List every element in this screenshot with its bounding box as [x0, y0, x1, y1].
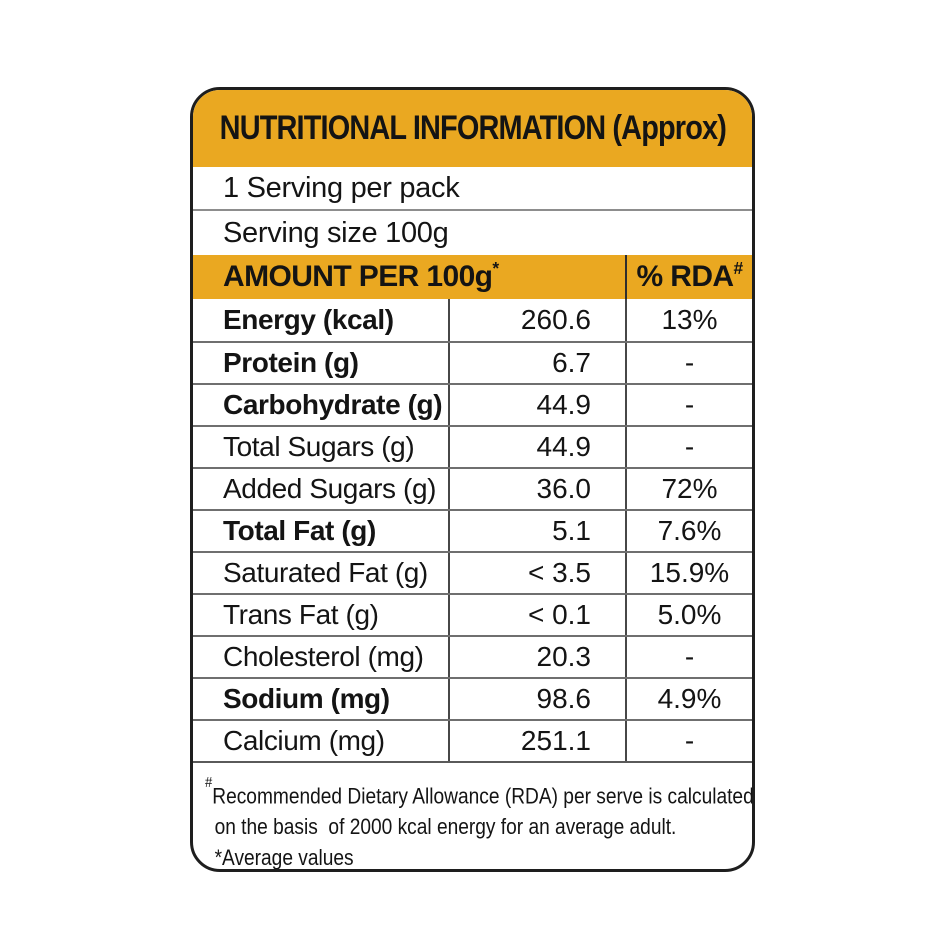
row-label: Carbohydrate (g) [223, 389, 443, 420]
row-rda: 15.9% [625, 553, 752, 593]
row-label: Protein (g) [223, 347, 359, 378]
row-rda: - [625, 427, 752, 467]
table-row-total-fat: Total Fat (g) 5.1 7.6% [193, 509, 752, 551]
serving-size-row: Serving size 100g [193, 211, 752, 255]
title-band: NUTRITIONAL INFORMATION (Approx) [193, 90, 752, 167]
row-amount: 98.6 [448, 679, 625, 719]
row-amount: 260.6 [448, 299, 625, 341]
footnote-line-2: on the basis of 2000 kcal energy for an … [205, 811, 677, 842]
row-label: Trans Fat (g) [223, 599, 379, 630]
footnote-line-1-text: Recommended Dietary Allowance (RDA) per … [212, 783, 754, 809]
row-amount: < 3.5 [448, 553, 625, 593]
row-label: Total Fat (g) [223, 515, 376, 546]
footnote-line-2-text: on the basis of 2000 kcal energy for an … [214, 814, 677, 840]
table-row-added-sugars: Added Sugars (g) 36.0 72% [193, 467, 752, 509]
row-rda: - [625, 343, 752, 383]
row-rda: 13% [625, 299, 752, 341]
row-label: Total Sugars (g) [223, 431, 415, 462]
row-amount: 44.9 [448, 427, 625, 467]
label-title: NUTRITIONAL INFORMATION (Approx) [219, 109, 726, 147]
row-label: Cholesterol (mg) [223, 641, 424, 672]
row-label: Sodium (mg) [223, 683, 390, 714]
servings-per-pack-row: 1 Serving per pack [193, 167, 752, 211]
rda-header-text: % RDA [636, 260, 734, 293]
row-amount: < 0.1 [448, 595, 625, 635]
table-row-energy: Energy (kcal) 260.6 13% [193, 299, 752, 341]
table-row-calcium: Calcium (mg) 251.1 - [193, 719, 752, 761]
row-amount: 251.1 [448, 721, 625, 761]
row-rda: - [625, 721, 752, 761]
row-amount: 44.9 [448, 385, 625, 425]
footnote-line-3: *Average values [205, 842, 669, 871]
row-rda: 72% [625, 469, 752, 509]
row-amount: 36.0 [448, 469, 625, 509]
table-row-saturated-fat: Saturated Fat (g) < 3.5 15.9% [193, 551, 752, 593]
row-rda: 7.6% [625, 511, 752, 551]
row-amount: 20.3 [448, 637, 625, 677]
amount-per-100g-header: AMOUNT PER 100g * [223, 258, 499, 293]
servings-per-pack-text: 1 Serving per pack [223, 171, 460, 204]
rda-header: % RDA # [625, 255, 752, 299]
footnote: #Recommended Dietary Allowance (RDA) per… [193, 761, 752, 871]
row-rda: 5.0% [625, 595, 752, 635]
table-row-sodium: Sodium (mg) 98.6 4.9% [193, 677, 752, 719]
row-amount: 6.7 [448, 343, 625, 383]
row-rda: 4.9% [625, 679, 752, 719]
table-row-protein: Protein (g) 6.7 - [193, 341, 752, 383]
row-amount: 5.1 [448, 511, 625, 551]
table-header-row: AMOUNT PER 100g * % RDA # [193, 255, 752, 299]
amount-header-text: AMOUNT PER 100g [223, 260, 493, 293]
row-label: Calcium (mg) [223, 725, 385, 756]
row-rda: - [625, 637, 752, 677]
row-label: Saturated Fat (g) [223, 557, 428, 588]
table-row-total-sugars: Total Sugars (g) 44.9 - [193, 425, 752, 467]
hash-footnote-marker: # [205, 773, 213, 791]
nutrition-label-card: NUTRITIONAL INFORMATION (Approx) 1 Servi… [190, 87, 755, 872]
row-rda: - [625, 385, 752, 425]
serving-size-text: Serving size 100g [223, 216, 449, 249]
table-row-carbohydrate: Carbohydrate (g) 44.9 - [193, 383, 752, 425]
row-label: Added Sugars (g) [223, 473, 437, 504]
table-row-cholesterol: Cholesterol (mg) 20.3 - [193, 635, 752, 677]
row-label: Energy (kcal) [223, 304, 394, 335]
footnote-line-3-text: *Average values [214, 845, 354, 871]
footnote-line-1: #Recommended Dietary Allowance (RDA) per… [205, 773, 752, 811]
table-row-trans-fat: Trans Fat (g) < 0.1 5.0% [193, 593, 752, 635]
